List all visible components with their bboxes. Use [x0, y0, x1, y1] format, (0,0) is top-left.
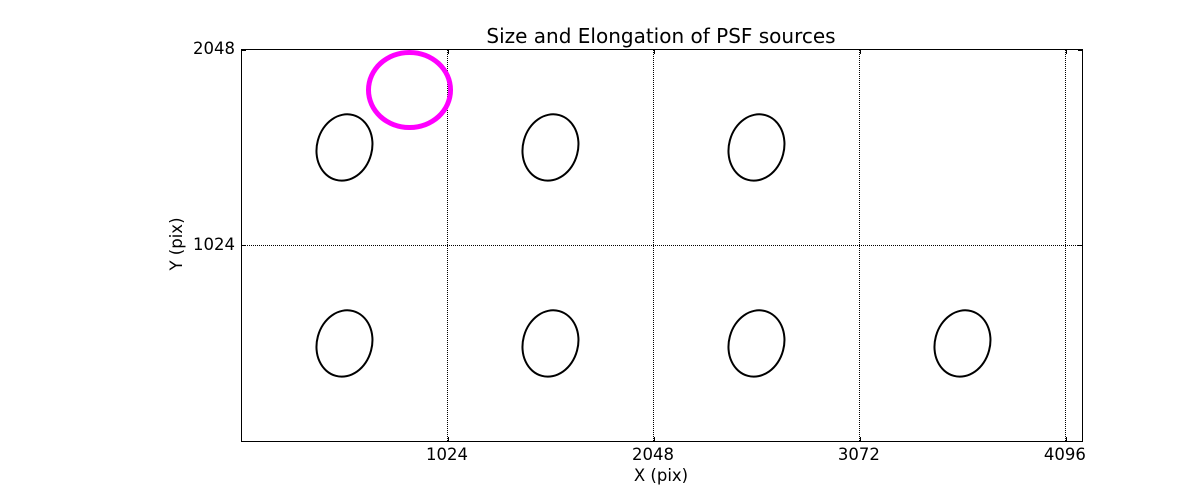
chart-title: Size and Elongation of PSF sources [486, 24, 836, 48]
psf-ellipse [308, 302, 382, 384]
x-tick-label: 1024 [425, 445, 468, 464]
x-tick-bottom [653, 437, 655, 441]
y-tick-left [242, 50, 246, 51]
highlighted-psf-ellipse [366, 49, 453, 130]
x-tick-top [447, 50, 449, 54]
x-tick-label: 2048 [631, 445, 674, 464]
h-gridline [242, 245, 1082, 246]
x-tick-bottom [859, 437, 861, 441]
psf-ellipse [514, 107, 588, 189]
y-tick-left [242, 245, 246, 246]
y-tick-right [1078, 245, 1082, 246]
plot-area [241, 49, 1083, 442]
x-tick-bottom [447, 437, 449, 441]
psf-ellipse [514, 302, 588, 384]
psf-ellipse [926, 302, 1000, 384]
x-tick-top [1065, 50, 1067, 54]
x-tick-top [859, 50, 861, 54]
psf-ellipse [720, 107, 794, 189]
y-tick-right [1078, 50, 1082, 51]
psf-ellipse [720, 302, 794, 384]
x-tick-label: 3072 [837, 445, 880, 464]
x-axis-label: X (pix) [633, 466, 689, 485]
x-tick-bottom [1065, 437, 1067, 441]
y-tick-label: 2048 [193, 39, 235, 58]
x-tick-top [653, 50, 655, 54]
x-tick-label: 4096 [1043, 445, 1086, 464]
psf-ellipse [308, 107, 382, 189]
y-tick-label: 1024 [193, 234, 235, 254]
